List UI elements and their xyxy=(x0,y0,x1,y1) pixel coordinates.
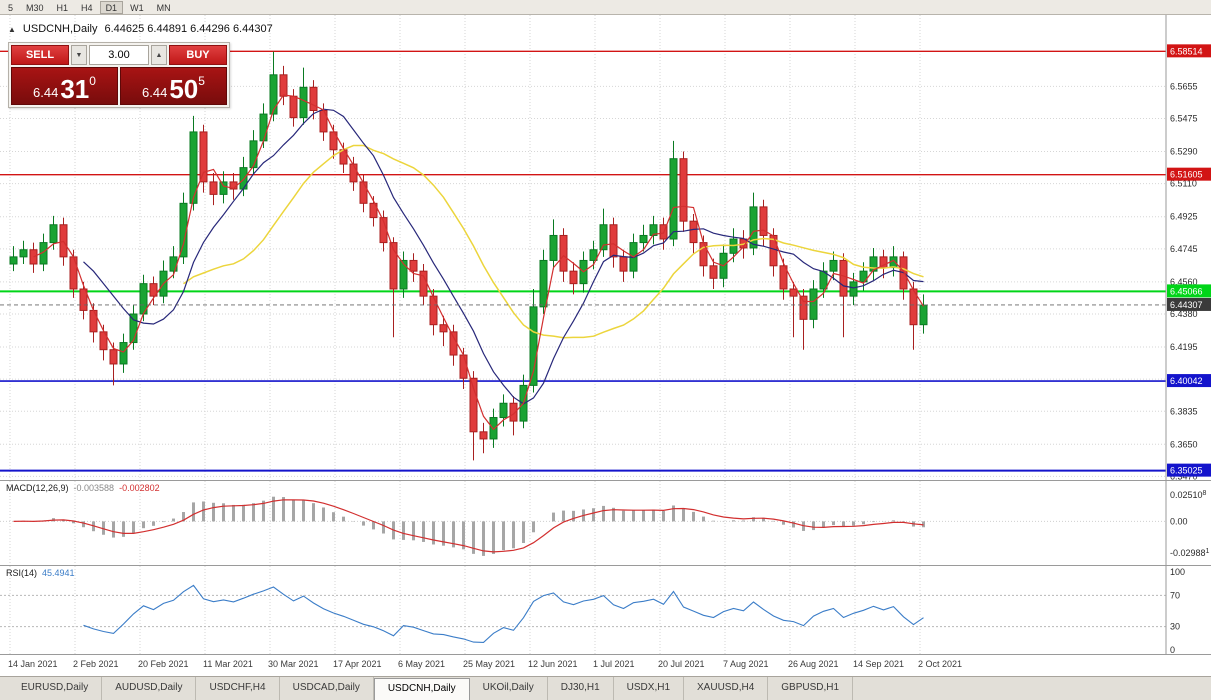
svg-text:6.4380: 6.4380 xyxy=(1170,309,1198,319)
timeframe-toolbar: 5 M30 H1 H4 D1 W1 MN xyxy=(0,0,1211,15)
macd-indicator-label: MACD(12,26,9) -0.003588 -0.002802 xyxy=(6,483,160,493)
date-axis-label: 14 Sep 2021 xyxy=(853,659,905,669)
timeframe-button-H1[interactable]: H1 xyxy=(51,1,75,14)
chart-tab-USDX[interactable]: USDX,H1 xyxy=(614,677,685,700)
date-axis-label: 30 Mar 2021 xyxy=(268,659,319,669)
timeframe-button-D1[interactable]: D1 xyxy=(99,0,124,14)
svg-text:6.51605: 6.51605 xyxy=(1170,170,1203,180)
date-axis-label: 2 Feb 2021 xyxy=(73,659,119,669)
time-axis[interactable]: 14 Jan 2021 2 Feb 2021 20 Feb 2021 11 Mar 2… xyxy=(0,654,1211,676)
date-axis-label: 20 Jul 2021 xyxy=(658,659,705,669)
sell-price-pipette: 0 xyxy=(89,74,96,88)
svg-text:6.3835: 6.3835 xyxy=(1170,406,1198,416)
chart-tab-USDCAD[interactable]: USDCAD,Daily xyxy=(280,677,374,700)
svg-text:6.4925: 6.4925 xyxy=(1170,212,1198,222)
one-click-trading-panel: SELL ▼ ▲ BUY 6.44 31 0 6.44 50 5 xyxy=(8,42,230,108)
rsi-line xyxy=(83,584,924,643)
timeframe-button-5[interactable]: 5 xyxy=(2,1,19,14)
symbol-label: USDCNH,Daily xyxy=(22,23,98,35)
volume-decrease-button[interactable]: ▼ xyxy=(71,45,87,65)
date-axis-label: 1 Jul 2021 xyxy=(593,659,635,669)
svg-text:6.3650: 6.3650 xyxy=(1170,439,1198,449)
rsi-panel[interactable]: 100 70 30 0 xyxy=(0,565,1211,655)
chart-tab-DJ30[interactable]: DJ30,H1 xyxy=(548,677,614,700)
svg-text:6.45066: 6.45066 xyxy=(1170,286,1203,296)
buy-price-pips: 50 xyxy=(169,73,199,104)
rsi-indicator-label: RSI(14) 45.4941 xyxy=(6,568,75,578)
ohlc-values: 6.44625 6.44891 6.44296 6.44307 xyxy=(104,23,273,35)
date-axis-label: 20 Feb 2021 xyxy=(138,659,189,669)
date-axis-label: 11 Mar 2021 xyxy=(203,659,253,669)
svg-text:100: 100 xyxy=(1170,567,1185,577)
sell-price-base: 6.44 xyxy=(33,84,59,100)
date-axis-label: 26 Aug 2021 xyxy=(788,659,839,669)
date-axis-label: 2 Oct 2021 xyxy=(918,659,963,669)
buy-button[interactable]: BUY xyxy=(169,45,227,65)
buy-price-base: 6.44 xyxy=(142,84,168,100)
svg-text:6.4560: 6.4560 xyxy=(1170,277,1198,287)
chart-tab-EURUSD[interactable]: EURUSD,Daily xyxy=(8,677,103,700)
timeframe-button-W1[interactable]: W1 xyxy=(124,1,150,14)
macd-signal-value: -0.002802 xyxy=(119,483,160,493)
chart-tab-GBPUSD[interactable]: GBPUSD,H1 xyxy=(768,677,854,700)
timeframe-button-MN[interactable]: MN xyxy=(151,1,177,14)
sell-button[interactable]: SELL xyxy=(11,45,69,65)
svg-text:6.40042: 6.40042 xyxy=(1170,376,1203,386)
svg-text:6.44307: 6.44307 xyxy=(1170,300,1203,310)
macd-main-value: -0.003588 xyxy=(73,483,115,493)
buy-price-display[interactable]: 6.44 50 5 xyxy=(120,67,227,105)
svg-text:6.5655: 6.5655 xyxy=(1170,81,1198,91)
macd-chart: 0.025108 0.00 -0.029881 xyxy=(0,481,1210,566)
sell-price-pips: 31 xyxy=(60,73,90,104)
ma-fast-red xyxy=(33,94,925,431)
volume-input[interactable] xyxy=(89,45,149,65)
date-axis-label: 14 Jan 2021 xyxy=(8,659,58,669)
candles-layer xyxy=(9,51,928,461)
volume-increase-button[interactable]: ▲ xyxy=(151,45,167,65)
svg-text:6.58514: 6.58514 xyxy=(1170,46,1203,56)
svg-text:6.5290: 6.5290 xyxy=(1170,147,1198,157)
date-axis-label: 6 May 2021 xyxy=(398,659,446,669)
svg-text:6.5110: 6.5110 xyxy=(1170,179,1197,189)
ma-slow-yellow xyxy=(183,144,924,339)
timeframe-button-H4[interactable]: H4 xyxy=(75,1,99,14)
svg-text:0.00: 0.00 xyxy=(1170,516,1188,526)
macd-panel[interactable]: 0.025108 0.00 -0.029881 xyxy=(0,480,1211,566)
svg-text:6.4195: 6.4195 xyxy=(1170,342,1198,352)
chart-tab-AUDUSD[interactable]: AUDUSD,Daily xyxy=(102,677,197,700)
svg-text:6.5475: 6.5475 xyxy=(1170,114,1198,124)
rsi-chart: 100 70 30 0 xyxy=(0,566,1185,655)
collapse-triangle-icon[interactable]: ▲ xyxy=(8,25,16,34)
svg-text:6.4745: 6.4745 xyxy=(1170,244,1198,254)
chart-tab-USDCHF[interactable]: USDCHF,H4 xyxy=(196,677,280,700)
svg-text:0.025108: 0.025108 xyxy=(1170,490,1207,500)
chart-tab-XAUUSD[interactable]: XAUUSD,H4 xyxy=(684,677,769,700)
svg-text:-0.029881: -0.029881 xyxy=(1170,548,1210,558)
svg-text:6.35025: 6.35025 xyxy=(1170,466,1203,476)
timeframe-button-M30[interactable]: M30 xyxy=(20,1,50,14)
chart-title: ▲ USDCNH,Daily 6.44625 6.44891 6.44296 6… xyxy=(8,23,273,35)
date-axis-label: 7 Aug 2021 xyxy=(723,659,769,669)
ma-mid-navy xyxy=(83,108,924,405)
sell-price-display[interactable]: 6.44 31 0 xyxy=(11,67,118,105)
buy-price-pipette: 5 xyxy=(198,74,205,88)
date-axis-label: 25 May 2021 xyxy=(463,659,516,669)
chart-tab-UKOil[interactable]: UKOil,Daily xyxy=(470,677,548,700)
svg-text:70: 70 xyxy=(1170,590,1180,600)
rsi-value: 45.4941 xyxy=(42,568,75,578)
chart-tab-USDCNH[interactable]: USDCNH,Daily xyxy=(373,678,470,700)
chart-tab-bar: EURUSD,Daily AUDUSD,Daily USDCHF,H4 USDCAD,… xyxy=(0,676,1211,700)
date-axis-label: 12 Jun 2021 xyxy=(528,659,578,669)
price-axis[interactable]: 6.5655 6.5475 6.5290 6.5110 6.4925 6.4745 6.45… xyxy=(1167,44,1211,480)
svg-text:0: 0 xyxy=(1170,645,1175,655)
macd-signal-line xyxy=(13,499,924,553)
svg-text:30: 30 xyxy=(1170,622,1180,632)
date-axis-label: 17 Apr 2021 xyxy=(333,659,382,669)
macd-histogram xyxy=(22,496,925,556)
